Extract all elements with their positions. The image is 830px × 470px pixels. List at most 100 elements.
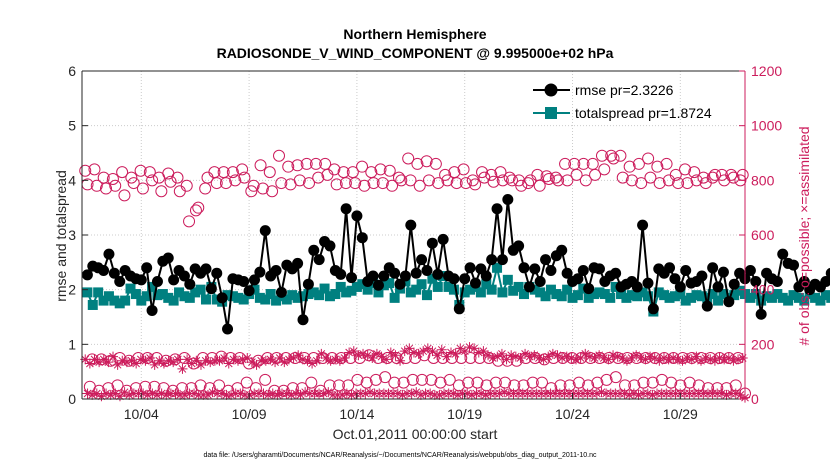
totalspread-marker <box>675 289 686 300</box>
assimilated-obs-marker <box>149 359 160 370</box>
assimilated-obs-marker <box>696 355 707 366</box>
possible-obs-marker <box>681 177 694 190</box>
assimilated-obs-marker <box>186 358 197 369</box>
assimilated-obs-marker <box>316 348 327 359</box>
totalspread-marker <box>621 292 632 303</box>
assimilated-obs-marker <box>728 355 739 366</box>
assimilated-obs-marker <box>96 391 107 402</box>
assimilated-obs-marker <box>487 353 498 363</box>
totalspread-marker <box>750 289 761 300</box>
possible-obs-marker <box>397 376 410 389</box>
assimilated-obs-marker <box>158 358 169 369</box>
possible-obs-marker <box>330 178 343 191</box>
possible-obs-marker <box>535 376 548 389</box>
totalspread-marker <box>351 281 362 292</box>
assimilated-obs-marker <box>561 351 572 362</box>
possible-obs-marker <box>351 373 364 386</box>
assimilated-obs-marker <box>297 354 308 365</box>
assimilated-obs-marker <box>302 355 313 366</box>
possible-obs-marker <box>632 157 645 170</box>
assimilated-obs-marker <box>723 353 734 363</box>
y-tick-label-right: 400 <box>751 282 775 298</box>
rmse-marker <box>529 263 541 275</box>
totalspread-marker <box>114 298 125 309</box>
possible-obs-marker <box>392 171 405 184</box>
y-tick-label-right: 200 <box>751 336 775 352</box>
possible-obs-marker <box>512 174 525 187</box>
totalspread-marker <box>605 292 616 303</box>
totalspread-marker <box>475 287 486 298</box>
legend-totalspread-label: totalspread pr=1.8724 <box>575 105 712 121</box>
assimilated-obs-marker <box>733 354 744 365</box>
assimilated-obs-marker <box>344 347 355 358</box>
x-tick-label: 10/24 <box>555 406 590 422</box>
possible-obs-marker <box>725 168 738 181</box>
possible-obs-marker <box>605 149 618 162</box>
assimilated-obs-marker <box>566 353 577 363</box>
rmse-marker <box>421 265 433 277</box>
rmse-marker <box>275 286 287 298</box>
assimilated-obs-marker <box>596 387 607 398</box>
totalspread-marker <box>572 290 583 301</box>
possible-obs-marker <box>734 174 747 187</box>
possible-obs-marker <box>609 371 622 384</box>
rmse-marker <box>426 237 438 249</box>
assimilated-obs-marker <box>492 351 503 362</box>
assimilated-obs-marker <box>598 353 609 363</box>
assimilated-obs-marker <box>445 347 456 358</box>
assimilated-obs-marker <box>216 388 227 399</box>
totalspread-marker <box>653 287 664 298</box>
rmse-marker <box>135 274 147 286</box>
possible-obs-marker <box>517 379 530 392</box>
totalspread-marker <box>233 292 244 303</box>
possible-obs-marker <box>655 373 668 386</box>
possible-obs-marker <box>339 177 352 190</box>
possible-obs-marker <box>709 168 722 181</box>
assimilated-obs-marker <box>501 354 512 365</box>
assimilated-obs-marker <box>642 388 653 399</box>
totalspread-marker <box>626 290 637 301</box>
possible-obs-marker <box>413 179 426 192</box>
assimilated-obs-marker <box>205 357 216 368</box>
assimilated-obs-marker <box>626 353 637 363</box>
possible-obs-marker <box>697 171 710 184</box>
assimilated-obs-marker <box>195 359 206 370</box>
totalspread-marker <box>772 289 783 300</box>
possible-obs-marker <box>293 174 306 187</box>
rmse-marker <box>372 279 384 291</box>
assimilated-obs-marker <box>163 355 174 366</box>
totalspread-marker <box>616 289 627 300</box>
possible-obs-marker <box>125 171 138 184</box>
totalspread-marker <box>686 292 697 303</box>
rmse-marker <box>162 252 174 264</box>
assimilated-obs-marker <box>668 353 679 363</box>
assimilated-obs-marker <box>202 389 213 400</box>
assimilated-obs-marker <box>494 388 505 399</box>
assimilated-obs-marker <box>270 357 281 368</box>
assimilated-obs-marker <box>103 357 114 368</box>
assimilated-obs-marker <box>101 388 112 399</box>
assimilated-obs-marker <box>619 388 630 399</box>
assimilated-obs-marker <box>82 388 93 399</box>
possible-obs-marker <box>598 163 611 176</box>
assimilated-obs-marker <box>145 353 156 363</box>
assimilated-obs-marker <box>691 351 702 362</box>
totalspread-marker <box>190 287 201 298</box>
totalspread-marker <box>211 294 222 305</box>
rmse-marker <box>707 262 719 274</box>
assimilated-obs-marker <box>131 358 142 369</box>
assimilated-obs-marker <box>80 354 91 365</box>
assimilated-obs-marker <box>325 355 336 366</box>
assimilated-obs-marker <box>108 351 119 362</box>
assimilated-obs-marker <box>480 389 491 400</box>
rmse-marker <box>405 219 417 231</box>
totalspread-marker <box>659 290 670 301</box>
possible-obs-marker <box>263 166 276 179</box>
rmse-marker <box>313 254 325 266</box>
totalspread-marker <box>184 292 195 303</box>
assimilated-obs-marker <box>151 389 162 400</box>
possible-obs-marker <box>374 163 387 176</box>
totalspread-marker <box>125 283 136 294</box>
totalspread-marker <box>551 289 562 300</box>
rmse-marker <box>728 278 740 290</box>
